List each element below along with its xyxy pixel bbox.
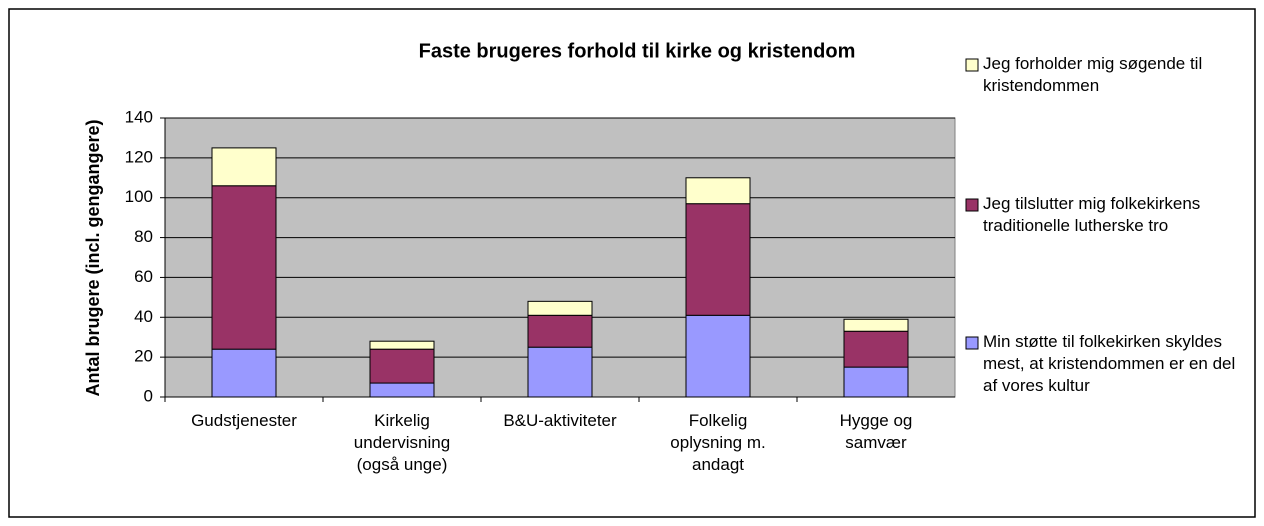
x-tick-label: B&U-aktiviteter	[503, 411, 617, 430]
bar-segment	[843, 318, 909, 332]
bar-segment	[211, 348, 277, 398]
y-tick-label: 100	[125, 187, 153, 206]
x-tick-label: Gudstjenester	[191, 411, 297, 430]
bar-segment	[369, 382, 435, 398]
x-tick-label: Kirkelig undervisning (også unge)	[353, 411, 451, 474]
x-tick-label: Hygge og samvær	[839, 411, 913, 452]
x-tick-label: Folkelig oplysning m. andagt	[670, 411, 766, 474]
y-tick-label: 60	[134, 267, 153, 286]
legend-swatch	[965, 336, 979, 350]
bar-segment	[843, 366, 909, 398]
bar-segment	[685, 177, 751, 205]
chart-title: Faste brugeres forhold til kirke og kris…	[419, 40, 856, 62]
bar-segment	[843, 330, 909, 368]
y-axis-label: Antal brugere (incl. gengangere)	[83, 119, 103, 396]
bar-segment	[211, 185, 277, 350]
y-tick-label: 80	[134, 227, 153, 246]
bar-segment	[685, 314, 751, 398]
y-tick-label: 20	[134, 347, 153, 366]
legend-swatch	[965, 198, 979, 212]
bar-segment	[527, 346, 593, 398]
legend-swatch	[965, 58, 979, 72]
y-tick-label: 40	[134, 307, 153, 326]
bar-segment	[527, 314, 593, 348]
legend-label: Min støtte til folkekirken skyldes mest,…	[983, 332, 1236, 395]
bar-segment	[211, 147, 277, 187]
bar-segment	[369, 348, 435, 384]
bar-segment	[685, 203, 751, 316]
bar-segment	[369, 340, 435, 350]
legend-label: Jeg tilslutter mig folkekirkens traditio…	[983, 194, 1201, 235]
legend-label: Jeg forholder mig søgende til kristendom…	[983, 54, 1203, 95]
y-tick-label: 0	[144, 386, 153, 405]
y-tick-label: 120	[125, 147, 153, 166]
y-tick-label: 140	[125, 107, 153, 126]
bar-segment	[527, 300, 593, 316]
